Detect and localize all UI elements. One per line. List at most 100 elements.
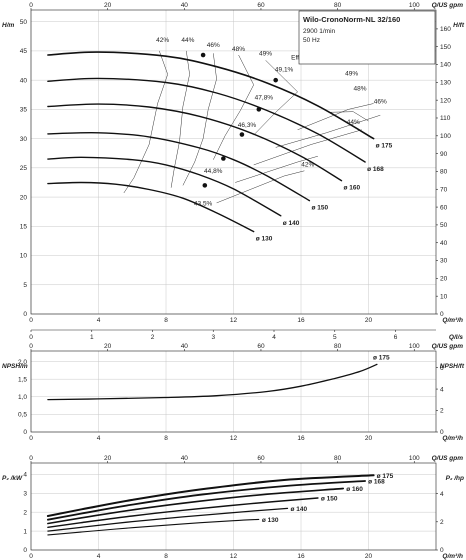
head-ft-tick-label: 120 — [440, 97, 451, 104]
head-ft-tick-label: 150 — [440, 44, 451, 51]
head-x-axis-label: Q/m³/h — [442, 317, 463, 324]
head-ytick-label: 40 — [20, 77, 28, 84]
head-gpm-tick-label: 60 — [257, 2, 265, 9]
efficiency-label: 48% — [354, 86, 367, 93]
efficiency-contour-line — [123, 50, 168, 194]
bep-point — [273, 77, 278, 83]
npsh-ytick-label: 0 — [23, 429, 27, 436]
hq-curve-160 — [47, 103, 343, 182]
power-diameter-label: ø 168 — [368, 478, 385, 485]
head-ft-tick-label: 110 — [440, 115, 451, 122]
efficiency-label: 49% — [345, 70, 358, 77]
head-ytick-label: 15 — [20, 224, 28, 231]
head-gpm-tick-label: 0 — [29, 2, 33, 9]
power-ytick-label: 1 — [23, 528, 27, 535]
efficiency-label: 46% — [207, 42, 220, 49]
power-gpm-tick-label: 60 — [257, 455, 265, 462]
head-gpm-tick-label: 40 — [181, 2, 189, 9]
title-box: Wilo-CronoNorm-NL 32/160 2900 1/min 50 H… — [298, 10, 436, 65]
npsh-ytick-label: 1,0 — [18, 394, 27, 401]
power-gpm-tick-label: 20 — [104, 455, 112, 462]
power-xtick-label: 20 — [365, 553, 373, 560]
bep-point — [200, 52, 206, 58]
title-box-frame — [298, 10, 436, 65]
head-ytick-label: 0 — [23, 311, 27, 318]
efficiency-label: 44% — [347, 119, 360, 126]
npsh-diameter-label: ø 175 — [373, 354, 390, 361]
npsh-top-axis-label: Q/US gpm — [432, 343, 464, 350]
head-y-axis-label: H/m — [2, 22, 15, 29]
efficiency-contour-line — [170, 50, 190, 188]
power-hp-tick-label: 4 — [440, 491, 444, 498]
head-ft-tick-label: 30 — [440, 258, 448, 265]
head-ft-tick-label: 140 — [440, 62, 451, 69]
npsh-gpm-tick-label: 20 — [104, 343, 112, 350]
diameter-label: ø 140 — [283, 220, 300, 227]
diameter-label: ø 168 — [367, 166, 384, 173]
npsh-gpm-tick-label: 40 — [181, 343, 189, 350]
head-ls-tick-label: 3 — [211, 334, 215, 341]
efficiency-label: 44,8% — [204, 168, 223, 175]
bep-point — [256, 107, 262, 112]
head-ytick-label: 25 — [20, 165, 28, 172]
npsh-curve — [47, 363, 378, 401]
diameter-label: ø 150 — [311, 205, 328, 212]
head-xtick-label: 4 — [97, 317, 101, 324]
head-gpm-tick-label: 80 — [334, 2, 342, 9]
efficiency-label: 47,8% — [255, 94, 274, 101]
head-xtick-label: 8 — [164, 317, 168, 324]
power-ytick-label: 3 — [23, 490, 27, 497]
npsh-ytick-label: 0,5 — [18, 412, 27, 419]
power-xtick-label: 12 — [230, 553, 238, 560]
head-top-axis-label: Q/US gpm — [432, 2, 464, 9]
power-curve-150 — [47, 497, 319, 529]
head-xtick-label: 16 — [297, 317, 305, 324]
power-gpm-tick-label: 80 — [334, 455, 342, 462]
npsh-xtick-label: 8 — [164, 435, 168, 442]
head-plot-frame — [30, 9, 437, 315]
head-ft-tick-label: 20 — [440, 276, 448, 283]
pump-speed: 2900 1/min — [303, 28, 336, 35]
hq-curve-150 — [47, 131, 311, 202]
efficiency-label: 48% — [232, 46, 245, 53]
head-ytick-label: 30 — [20, 136, 28, 143]
npsh-ytick-label: 1,5 — [18, 376, 27, 383]
power-ytick-label: 0 — [23, 547, 27, 554]
bep-point — [221, 156, 226, 161]
npsh-gpm-tick-label: 100 — [409, 343, 420, 350]
power-plot-frame — [30, 462, 437, 551]
efficiency-contour-line — [327, 111, 369, 122]
head-ytick-label: 20 — [20, 194, 28, 201]
npsh-xtick-label: 20 — [365, 435, 373, 442]
head-ft-tick-label: 160 — [440, 26, 451, 33]
power-diameter-label: ø 150 — [321, 495, 338, 502]
efficiency-label: 46% — [374, 99, 387, 106]
head-ls-tick-label: 4 — [272, 334, 276, 341]
npsh-x-axis-label: Q/m³/h — [442, 435, 463, 442]
head-gpm-tick-label: 100 — [409, 2, 420, 9]
power-xtick-label: 16 — [297, 553, 305, 560]
head-ft-tick-label: 0 — [440, 311, 444, 318]
power-hp-tick-label: 2 — [440, 519, 444, 526]
npsh-xtick-label: 12 — [230, 435, 238, 442]
npsh-gpm-tick-label: 80 — [334, 343, 342, 350]
npsh-right-axis-label: NPSH/ft — [440, 363, 465, 370]
bep-point — [239, 132, 245, 137]
head-ft-tick-label: 40 — [440, 240, 448, 247]
head-ft-tick-label: 90 — [440, 151, 448, 158]
power-curve-140 — [47, 507, 289, 532]
efficiency-label: 42% — [156, 37, 169, 44]
power-gpm-tick-label: 40 — [181, 455, 189, 462]
hq-curve-168 — [47, 77, 366, 163]
npsh-gpm-tick-label: 0 — [29, 343, 33, 350]
head-ls-tick-label: 1 — [90, 334, 94, 341]
head-ytick-label: 45 — [20, 48, 28, 55]
power-right-axis-label: P₂ /hp — [446, 475, 464, 482]
head-xtick-label: 20 — [365, 317, 373, 324]
head-ytick-label: 35 — [20, 107, 28, 114]
power-top-axis-label: Q/US gpm — [432, 455, 464, 462]
head-ft-tick-label: 80 — [440, 169, 448, 176]
